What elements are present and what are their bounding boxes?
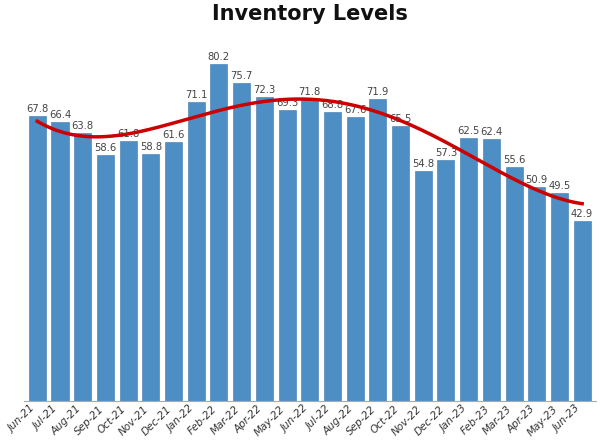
Bar: [528, 187, 545, 401]
Bar: [551, 193, 568, 401]
Bar: [301, 99, 318, 401]
Bar: [506, 168, 523, 401]
Text: 57.3: 57.3: [435, 148, 457, 158]
Bar: [256, 97, 273, 401]
Bar: [460, 138, 477, 401]
Text: 68.8: 68.8: [322, 100, 343, 110]
Bar: [233, 83, 250, 401]
Text: 65.5: 65.5: [389, 114, 412, 124]
Bar: [119, 141, 137, 401]
Text: 67.8: 67.8: [26, 104, 49, 114]
Bar: [211, 64, 227, 401]
Text: 71.9: 71.9: [367, 87, 389, 97]
Text: 58.6: 58.6: [94, 143, 116, 152]
Text: 62.5: 62.5: [457, 126, 480, 136]
Bar: [165, 142, 182, 401]
Text: 71.8: 71.8: [299, 87, 321, 97]
Text: 75.7: 75.7: [230, 71, 253, 81]
Bar: [97, 155, 114, 401]
Text: 80.2: 80.2: [208, 52, 230, 62]
Text: 61.6: 61.6: [163, 130, 185, 140]
Text: 50.9: 50.9: [526, 175, 548, 185]
Bar: [415, 171, 432, 401]
Bar: [52, 122, 68, 401]
Bar: [370, 99, 386, 401]
Text: 55.6: 55.6: [503, 155, 525, 165]
Bar: [437, 160, 454, 401]
Text: 42.9: 42.9: [571, 209, 593, 219]
Bar: [278, 110, 296, 401]
Bar: [74, 133, 91, 401]
Text: 67.6: 67.6: [344, 105, 367, 115]
Bar: [29, 116, 46, 401]
Title: Inventory Levels: Inventory Levels: [212, 4, 407, 24]
Bar: [483, 139, 500, 401]
Text: 58.8: 58.8: [140, 142, 162, 152]
Text: 61.8: 61.8: [117, 129, 139, 139]
Bar: [574, 221, 590, 401]
Text: 63.8: 63.8: [71, 121, 94, 131]
Bar: [347, 117, 364, 401]
Text: 71.1: 71.1: [185, 90, 208, 100]
Bar: [392, 126, 409, 401]
Text: 54.8: 54.8: [412, 159, 434, 169]
Bar: [324, 112, 341, 401]
Text: 69.3: 69.3: [276, 98, 298, 108]
Bar: [188, 102, 205, 401]
Text: 72.3: 72.3: [253, 85, 275, 95]
Text: 49.5: 49.5: [548, 181, 571, 191]
Bar: [142, 154, 160, 401]
Text: 62.4: 62.4: [480, 127, 502, 137]
Text: 66.4: 66.4: [49, 110, 71, 120]
